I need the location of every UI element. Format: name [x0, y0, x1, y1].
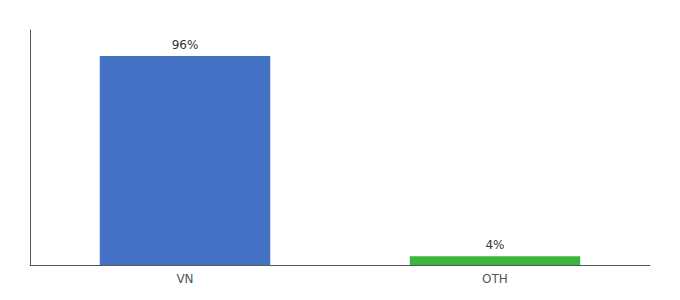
svg-text:OTH: OTH: [482, 272, 508, 286]
svg-text:96%: 96%: [172, 38, 199, 52]
svg-text:4%: 4%: [485, 238, 504, 252]
svg-text:VN: VN: [176, 272, 193, 286]
